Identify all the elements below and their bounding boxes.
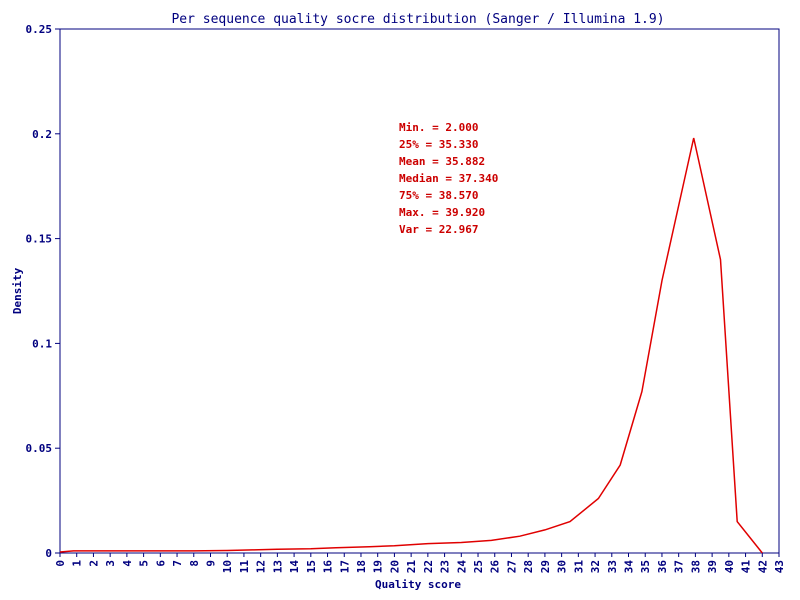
- x-tick-label: 12: [255, 560, 268, 573]
- x-tick-label: 16: [322, 560, 335, 574]
- x-tick-label: 7: [171, 560, 184, 567]
- x-tick-label: 23: [439, 560, 452, 573]
- stat-line: 75% = 38.570: [399, 189, 478, 202]
- x-tick-label: 42: [756, 560, 769, 573]
- plot-area-frame: [59, 28, 780, 554]
- x-tick-label: 34: [623, 560, 636, 574]
- x-tick-label: 18: [355, 560, 368, 573]
- stat-line: Mean = 35.882: [399, 155, 485, 168]
- x-tick-label: 28: [522, 560, 535, 573]
- x-tick-label: 5: [138, 560, 151, 567]
- x-tick-label: 43: [773, 560, 786, 573]
- chart-title: Per sequence quality socre distribution …: [171, 12, 664, 27]
- x-axis-label: Quality score: [375, 578, 461, 591]
- x-tick-label: 6: [154, 560, 167, 567]
- series-line: [59, 137, 763, 554]
- x-tick-label: 0: [54, 560, 67, 567]
- y-tick-label: 0.05: [26, 442, 53, 455]
- x-tick-label: 35: [639, 560, 652, 573]
- x-tick-label: 10: [221, 560, 234, 573]
- x-tick-label: 38: [689, 560, 702, 573]
- y-tick-label: 0.25: [26, 23, 53, 36]
- x-tick-label: 40: [723, 560, 736, 573]
- x-tick-label: 27: [505, 560, 518, 573]
- x-tick-label: 3: [104, 560, 117, 567]
- x-tick-label: 15: [305, 560, 318, 573]
- x-tick-label: 8: [188, 560, 201, 567]
- y-tick-label: 0.15: [26, 233, 53, 246]
- x-tick-label: 11: [238, 560, 251, 574]
- x-tick-label: 31: [572, 560, 585, 574]
- x-tick-label: 14: [288, 560, 301, 574]
- x-axis: 0 1 2 3 4 5 6 7 8 9 10 11 12 13 14 15 16 17 18 19 20 21 22 23 24…: [54, 553, 786, 573]
- x-tick-label: 39: [706, 560, 719, 573]
- x-tick-label: 19: [372, 560, 385, 573]
- x-tick-label: 36: [656, 560, 669, 574]
- x-tick-label: 24: [455, 560, 468, 574]
- stat-line: Min. = 2.000: [399, 121, 478, 134]
- x-tick-label: 4: [121, 560, 134, 567]
- x-tick-label: 30: [556, 560, 569, 573]
- y-tick-label: 0.2: [32, 128, 52, 141]
- y-tick-label: 0: [45, 547, 52, 560]
- x-tick-label: 21: [405, 560, 418, 574]
- stat-line: Median = 37.340: [399, 172, 498, 185]
- stats-annotation: Min. = 2.000 25% = 35.330 Mean = 35.882 Med…: [399, 121, 498, 236]
- x-tick-label: 22: [422, 560, 435, 573]
- x-tick-label: 17: [338, 560, 351, 573]
- x-tick-label: 26: [489, 560, 502, 574]
- x-tick-label: 25: [472, 560, 485, 573]
- stat-line: Max. = 39.920: [399, 206, 485, 219]
- stat-line: 25% = 35.330: [399, 138, 478, 151]
- x-tick-label: 33: [606, 560, 619, 573]
- x-tick-label: 41: [740, 560, 753, 574]
- y-axis: 0 0.05 0.1 0.15 0.2 0.25: [26, 23, 60, 560]
- y-axis-label: Density: [11, 267, 24, 314]
- x-tick-label: 2: [87, 560, 100, 567]
- x-tick-label: 9: [204, 560, 217, 567]
- x-tick-label: 1: [71, 560, 84, 567]
- stat-line: Var = 22.967: [399, 223, 478, 236]
- x-tick-label: 29: [539, 560, 552, 573]
- y-tick-label: 0.1: [32, 337, 52, 350]
- x-tick-label: 20: [388, 560, 401, 573]
- x-tick-label: 32: [589, 560, 602, 573]
- x-tick-label: 13: [271, 560, 284, 573]
- x-tick-label: 37: [673, 560, 686, 573]
